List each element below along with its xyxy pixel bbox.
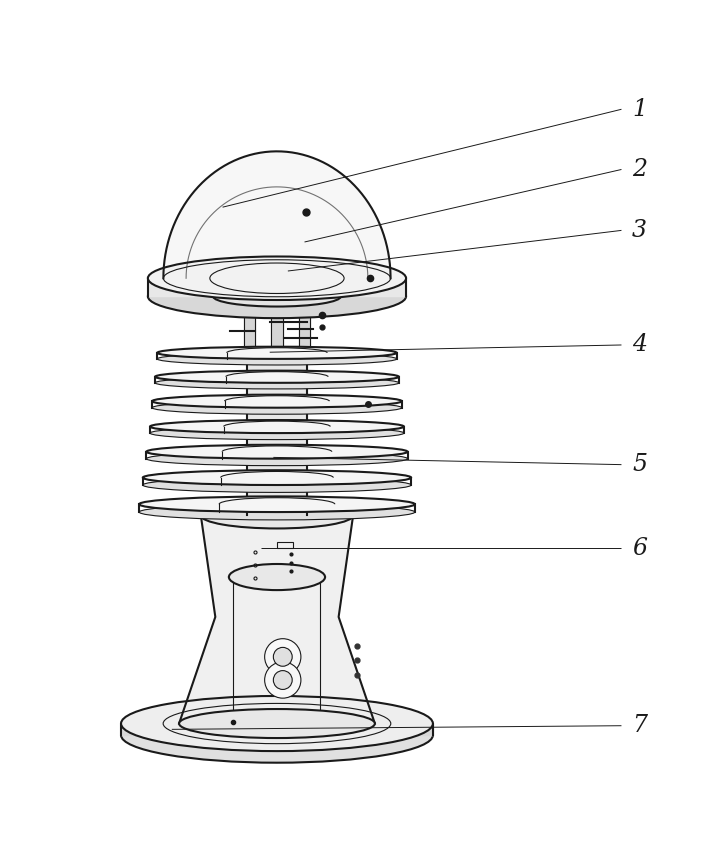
Bar [277,542,293,548]
Ellipse shape [179,709,375,738]
Polygon shape [298,296,310,347]
Ellipse shape [148,275,406,318]
Ellipse shape [121,708,433,763]
Ellipse shape [265,638,301,675]
Polygon shape [163,151,391,278]
Ellipse shape [155,371,399,383]
Ellipse shape [273,670,292,689]
Polygon shape [271,296,282,347]
Ellipse shape [265,662,301,698]
Ellipse shape [121,696,433,751]
Text: 4: 4 [632,334,647,357]
Polygon shape [244,296,256,347]
Ellipse shape [139,505,415,520]
Ellipse shape [148,257,406,300]
Polygon shape [121,723,433,735]
Text: 3: 3 [632,219,647,242]
Ellipse shape [157,353,397,365]
Polygon shape [179,516,375,723]
Ellipse shape [143,470,411,485]
Ellipse shape [143,478,411,492]
Polygon shape [148,278,406,296]
Text: 1: 1 [632,98,647,121]
Ellipse shape [201,502,353,529]
Ellipse shape [229,564,325,590]
Ellipse shape [150,427,404,440]
Ellipse shape [152,401,402,414]
Ellipse shape [213,286,341,307]
Ellipse shape [139,497,415,512]
Ellipse shape [152,395,402,408]
Text: 6: 6 [632,537,647,560]
Polygon shape [247,346,307,516]
Text: 5: 5 [632,453,647,476]
Ellipse shape [146,452,408,466]
Ellipse shape [273,647,292,666]
Ellipse shape [150,420,404,433]
Ellipse shape [146,445,408,459]
Ellipse shape [155,377,399,389]
Text: 2: 2 [632,158,647,181]
Text: 7: 7 [632,715,647,737]
Ellipse shape [157,346,397,359]
